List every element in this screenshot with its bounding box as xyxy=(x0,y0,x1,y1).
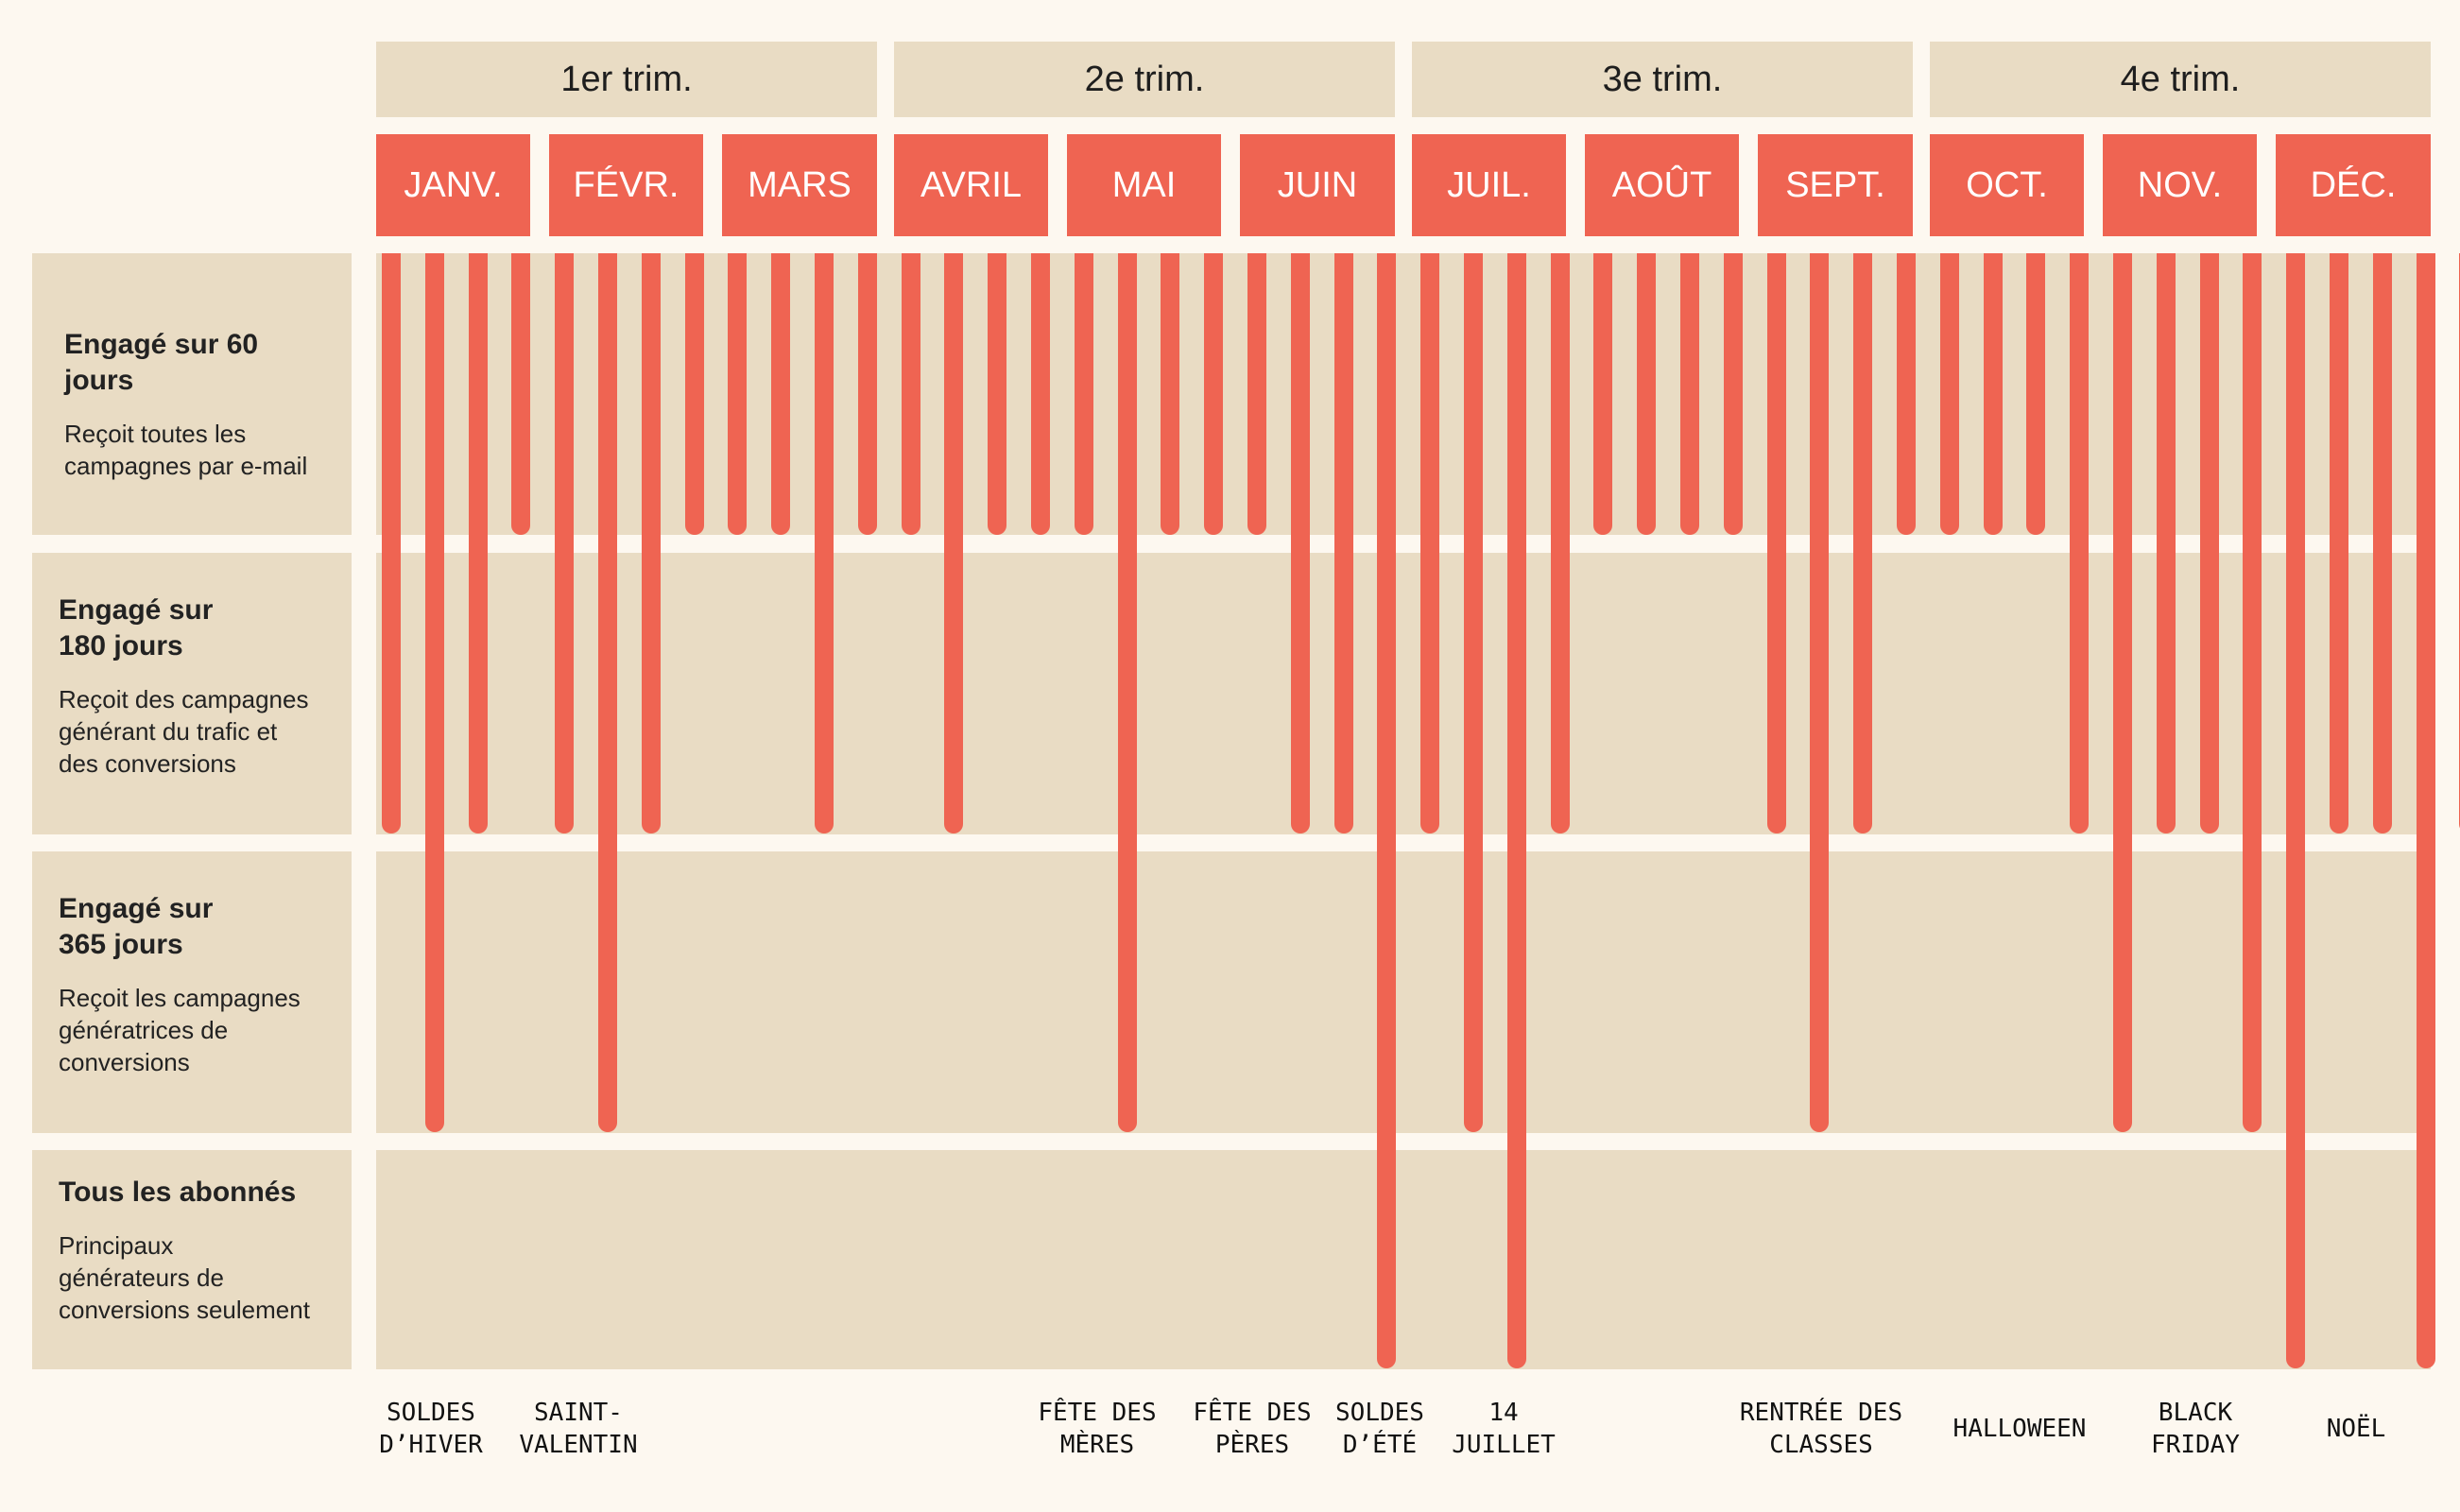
month-header-jun: JUIN xyxy=(1240,134,1395,236)
event-label-saint-valentin: SAINT- VALENTIN xyxy=(519,1399,638,1459)
campaign-bar xyxy=(511,253,531,535)
campaign-bar xyxy=(771,253,791,535)
segment-label-60: Engagé sur 60 jours Reçoit toutes les ca… xyxy=(32,253,352,535)
segment-title: Tous les abonnés xyxy=(59,1177,297,1208)
event-label-soldes-ete: SOLDES D’ÉTÉ xyxy=(1335,1399,1424,1459)
campaign-bar xyxy=(2243,253,2262,1132)
campaign-bar xyxy=(1939,253,1959,535)
month-header-dec: DÉC. xyxy=(2276,134,2431,236)
campaign-bar xyxy=(2113,253,2132,1132)
campaign-bar xyxy=(1723,253,1743,535)
event-label-noel: NOËL xyxy=(2326,1415,2386,1443)
month-header-mar: MARS xyxy=(722,134,877,236)
campaign-bar xyxy=(1420,253,1440,833)
campaign-bar xyxy=(1333,253,1353,833)
campaign-bar xyxy=(1117,253,1137,1132)
segment-description: Reçoit les campagnes génératrices de con… xyxy=(59,984,301,1076)
campaign-bar xyxy=(2070,253,2090,833)
month-header-aug: AOÛT xyxy=(1585,134,1739,236)
quarter-header-q4: 4e trim. xyxy=(1930,42,2431,117)
segment-description: Reçoit des campagnes générant du trafic … xyxy=(59,685,309,778)
segment-label-all: Tous les abonnés Principaux générateurs … xyxy=(32,1150,352,1369)
segment-row-365 xyxy=(376,851,2431,1133)
campaign-bar xyxy=(857,253,877,535)
campaign-bar xyxy=(1464,253,1483,1132)
campaign-bar xyxy=(684,253,704,535)
campaign-bar xyxy=(1810,253,1830,1132)
month-header-oct: OCT. xyxy=(1930,134,2084,236)
event-label-soldes-hiver: SOLDES D’HIVER xyxy=(379,1399,483,1459)
month-header-nov: NOV. xyxy=(2103,134,2257,236)
campaign-bar xyxy=(468,253,488,833)
campaign-bar xyxy=(555,253,575,833)
event-label-black-friday: BLACK FRIDAY xyxy=(2151,1399,2240,1459)
month-header-may: MAI xyxy=(1067,134,1221,236)
campaign-bar xyxy=(1506,253,1526,1368)
campaign-bar xyxy=(2372,253,2392,833)
campaign-bar xyxy=(1074,253,1093,535)
campaign-bar xyxy=(1377,253,1397,1368)
campaign-bar xyxy=(2199,253,2219,833)
campaign-bar xyxy=(901,253,920,535)
campaign-bar xyxy=(382,253,401,833)
event-label-14-juillet: 14 JUILLET xyxy=(1452,1399,1556,1459)
campaign-bar xyxy=(424,253,444,1132)
campaign-bar xyxy=(1031,253,1050,535)
event-label-fete-peres: FÊTE DES PÈRES xyxy=(1193,1399,1312,1459)
campaign-bar xyxy=(1766,253,1786,833)
month-header-feb: FÉVR. xyxy=(549,134,703,236)
campaign-bar xyxy=(728,253,748,535)
campaign-bar xyxy=(598,253,617,1132)
campaign-bar xyxy=(1247,253,1266,535)
segment-description: Principaux générateurs de conversions se… xyxy=(59,1231,310,1324)
campaign-bar xyxy=(2330,253,2348,833)
campaign-bar xyxy=(1983,253,2003,535)
campaign-bar xyxy=(1204,253,1224,535)
campaign-bar xyxy=(1290,253,1310,833)
month-header-jan: JANV. xyxy=(376,134,530,236)
segment-description: Reçoit toutes les campagnes par e-mail xyxy=(64,420,308,480)
event-label-halloween: HALLOWEEN xyxy=(1953,1415,2087,1443)
month-header-apr: AVRIL xyxy=(894,134,1048,236)
campaign-bar xyxy=(1161,253,1180,535)
quarter-header-q1: 1er trim. xyxy=(376,42,877,117)
campaign-bar xyxy=(944,253,964,833)
segment-label-180: Engagé sur 180 jours Reçoit des campagne… xyxy=(32,553,352,834)
segment-title: Engagé sur 365 jours xyxy=(59,893,214,960)
campaign-bar xyxy=(1550,253,1570,833)
segment-title: Engagé sur 60 jours xyxy=(64,329,259,396)
segment-title: Engagé sur 180 jours xyxy=(59,594,214,662)
campaign-bar xyxy=(1593,253,1613,535)
campaign-bar xyxy=(641,253,661,833)
campaign-bar xyxy=(2156,253,2176,833)
month-header-jul: JUIL. xyxy=(1412,134,1566,236)
event-label-rentree: RENTRÉE DES CLASSES xyxy=(1739,1399,1903,1459)
campaign-bar xyxy=(2026,253,2046,535)
quarter-header-q2: 2e trim. xyxy=(894,42,1395,117)
campaign-bar xyxy=(988,253,1007,535)
month-header-sep: SEPT. xyxy=(1758,134,1913,236)
campaign-bar xyxy=(1637,253,1657,535)
campaign-bar xyxy=(1853,253,1873,833)
campaign-bar xyxy=(2286,253,2306,1368)
segment-label-365: Engagé sur 365 jours Reçoit les campagne… xyxy=(32,851,352,1133)
segment-row-all xyxy=(376,1150,2431,1369)
event-label-fete-meres: FÊTE DES MÈRES xyxy=(1038,1399,1157,1459)
campaign-bar xyxy=(1897,253,1916,535)
campaign-bar xyxy=(2416,253,2435,1368)
campaign-bar xyxy=(1680,253,1699,535)
quarter-header-q3: 3e trim. xyxy=(1412,42,1913,117)
campaign-bar xyxy=(815,253,834,833)
